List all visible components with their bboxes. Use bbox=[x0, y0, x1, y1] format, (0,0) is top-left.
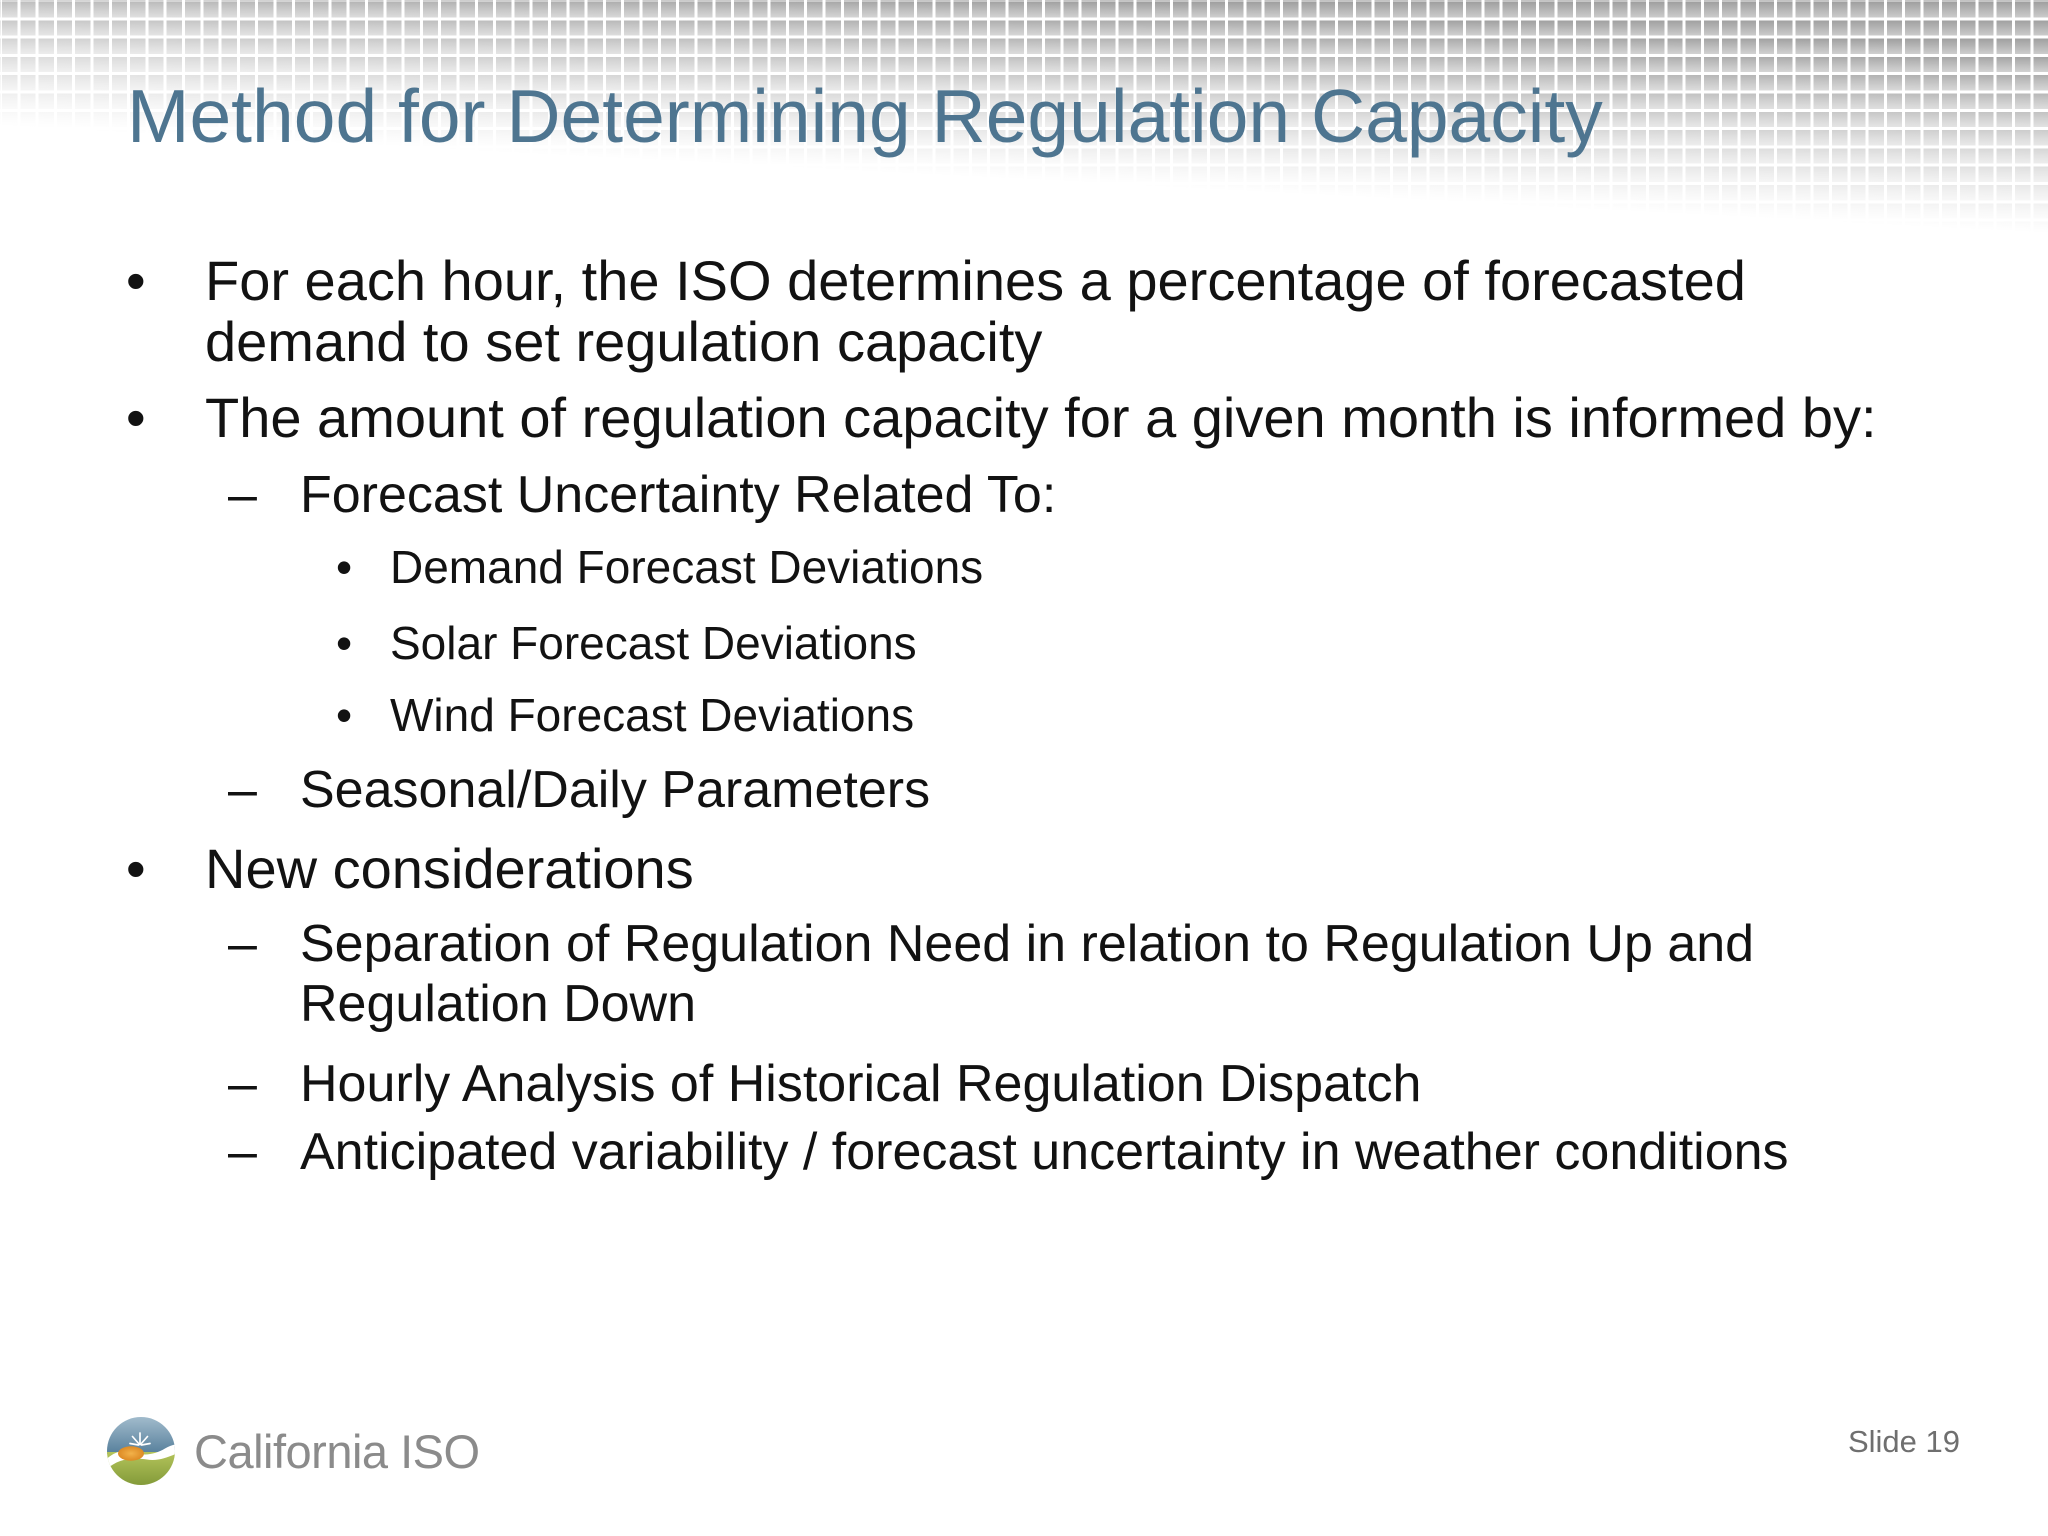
bullet-marker: • bbox=[336, 541, 353, 593]
header-square-pattern bbox=[0, 0, 2048, 252]
bullet-text: Demand Forecast Deviations bbox=[390, 541, 984, 593]
bullet-text: demand to set regulation capacity bbox=[205, 310, 1043, 373]
bullet-line: – Seasonal/Daily Parameters bbox=[0, 762, 2048, 818]
bullet-text: For each hour, the ISO determines a perc… bbox=[205, 249, 1746, 312]
bullet-text: The amount of regulation capacity for a … bbox=[205, 386, 1877, 449]
bullet-text: Wind Forecast Deviations bbox=[390, 689, 915, 741]
bullet-text: Regulation Down bbox=[300, 975, 697, 1033]
bullet-line: • Wind Forecast Deviations bbox=[0, 689, 2048, 741]
bullet-marker: • bbox=[126, 386, 146, 449]
bullet-marker: • bbox=[126, 249, 146, 312]
california-iso-globe-logo-icon bbox=[107, 1417, 175, 1485]
bullet-marker: – bbox=[228, 761, 257, 819]
bullet-text: Hourly Analysis of Historical Regulation… bbox=[300, 1055, 1422, 1113]
bullet-text: Forecast Uncertainty Related To: bbox=[300, 466, 1057, 524]
bullet-line: • Solar Forecast Deviations bbox=[0, 617, 2048, 669]
bullet-marker: • bbox=[126, 837, 146, 900]
bullet-line: • The amount of regulation capacity for … bbox=[0, 386, 2048, 449]
bullet-line: – Separation of Regulation Need in relat… bbox=[0, 916, 2048, 972]
bullet-line: • New considerations bbox=[0, 837, 2048, 900]
bullet-text: Seasonal/Daily Parameters bbox=[300, 761, 931, 819]
bullet-text: Separation of Regulation Need in relatio… bbox=[300, 915, 1755, 973]
bullet-marker: • bbox=[336, 689, 353, 741]
bullet-text: Solar Forecast Deviations bbox=[390, 617, 917, 669]
bullet-line: – Hourly Analysis of Historical Regulati… bbox=[0, 1056, 2048, 1112]
bullet-text: Anticipated variability / forecast uncer… bbox=[300, 1123, 1789, 1181]
bullet-marker: – bbox=[228, 1055, 257, 1113]
bullet-marker: – bbox=[228, 1123, 257, 1181]
bullet-marker: • bbox=[336, 617, 353, 669]
footer-brand: California ISO bbox=[104, 1412, 480, 1490]
bullet-line: – Forecast Uncertainty Related To: bbox=[0, 467, 2048, 523]
bullet-line: • Demand Forecast Deviations bbox=[0, 541, 2048, 593]
bullet-line: • For each hour, the ISO determines a pe… bbox=[0, 249, 2048, 312]
footer-brand-text: California ISO bbox=[194, 1424, 480, 1478]
bullet-marker: – bbox=[228, 915, 257, 973]
slide-number: Slide 19 bbox=[1847, 1424, 1960, 1459]
bullet-line: – Anticipated variability / forecast unc… bbox=[0, 1124, 2048, 1180]
bullet-line-continuation: Regulation Down bbox=[0, 976, 2048, 1032]
bullet-text: New considerations bbox=[205, 837, 694, 900]
bullet-marker: – bbox=[228, 466, 257, 524]
page-title: Method for Determining Regulation Capaci… bbox=[127, 74, 1603, 158]
bullet-line-continuation: demand to set regulation capacity bbox=[0, 310, 2048, 373]
